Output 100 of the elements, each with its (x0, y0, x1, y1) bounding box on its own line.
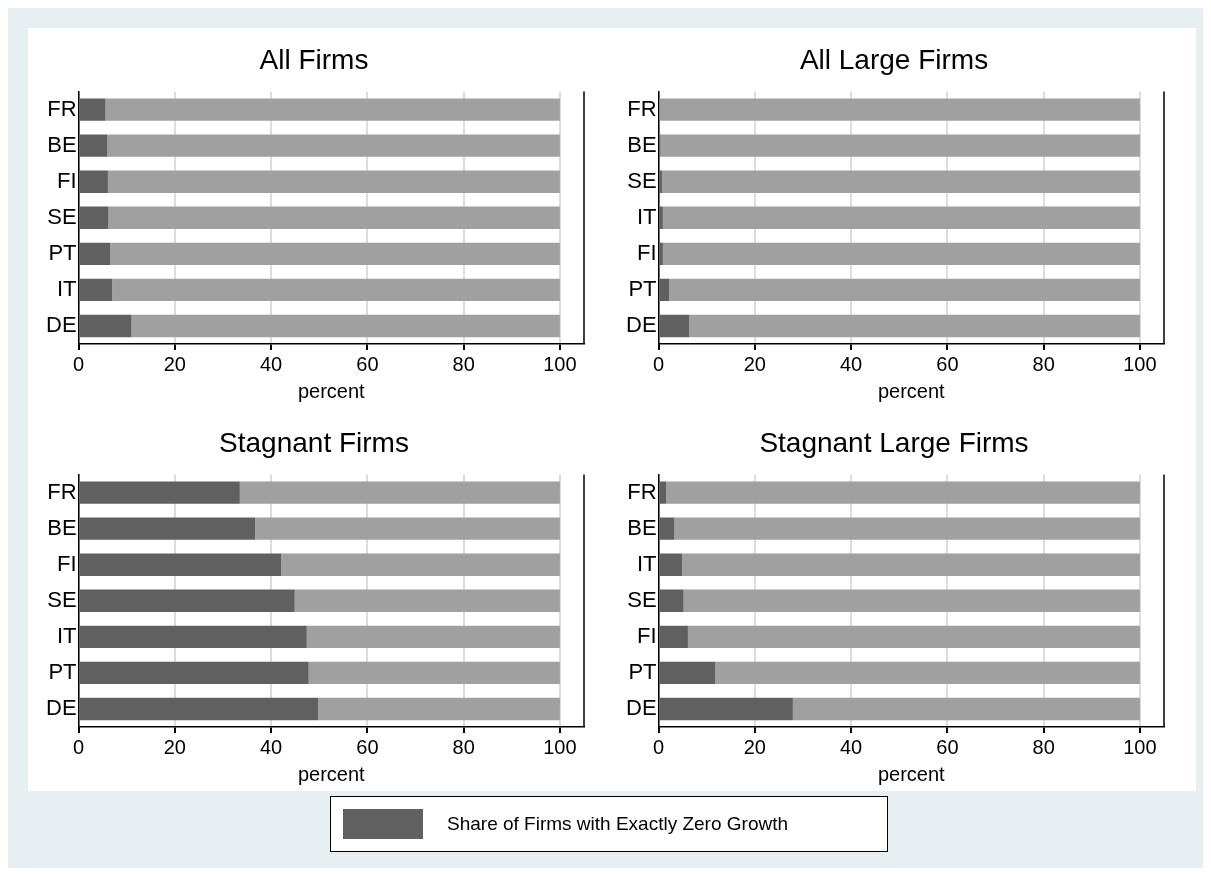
x-tick-label: 40 (839, 352, 863, 375)
bar (660, 134, 1140, 157)
y-tick-label: SE (627, 167, 657, 193)
y-tick-label: DE (46, 312, 77, 338)
bar (110, 242, 560, 266)
bar (112, 278, 560, 302)
x-tick-label: 60 (936, 735, 959, 758)
bar (79, 314, 132, 338)
bar (308, 661, 560, 684)
y-tick-label: BE (627, 131, 657, 157)
x-tick-label: 0 (653, 735, 665, 758)
bar (281, 553, 560, 576)
bar (689, 314, 1140, 338)
y-tick-label: BE (47, 514, 77, 540)
bar (105, 98, 560, 121)
y-tick-label: BE (47, 131, 77, 157)
chart-title: All Large Firms (799, 43, 989, 75)
x-tick-label: 20 (163, 352, 186, 375)
y-tick-label: DE (46, 694, 77, 720)
bar (659, 625, 688, 648)
bar (107, 134, 560, 157)
bar (108, 206, 560, 229)
x-axis-title: percent (877, 762, 946, 785)
bar (79, 206, 109, 229)
bar (79, 170, 108, 193)
bar (79, 625, 307, 648)
x-tick-label: 40 (259, 735, 283, 758)
bar (318, 697, 560, 720)
x-tick-label: 80 (1032, 735, 1055, 758)
bar (239, 480, 560, 504)
x-tick-label: 80 (1032, 352, 1055, 375)
chart-title: Stagnant Firms (219, 426, 409, 458)
bar (659, 589, 684, 612)
bar (79, 553, 282, 576)
bar (294, 589, 560, 612)
x-tick-label: 20 (163, 735, 186, 758)
bar (683, 589, 1140, 612)
x-axis-title: percent (297, 379, 366, 402)
y-tick-label: FI (637, 239, 657, 265)
bar (674, 517, 1140, 540)
chart-title: Stagnant Large Firms (759, 426, 1029, 458)
x-tick-label: 80 (452, 735, 475, 758)
bar (79, 98, 106, 121)
x-tick-label: 80 (452, 352, 475, 375)
x-tick-label: 40 (839, 735, 863, 758)
bar (79, 134, 108, 157)
y-tick-label: DE (626, 312, 657, 338)
bar (659, 98, 1140, 121)
x-axis-title: percent (877, 379, 946, 402)
bar (79, 242, 111, 266)
y-tick-label: FR (627, 95, 657, 121)
bar (79, 589, 295, 612)
bar (306, 625, 560, 648)
x-tick-label: 0 (73, 735, 85, 758)
bar (661, 170, 1140, 193)
bar (107, 170, 560, 193)
y-tick-label: SE (47, 203, 77, 229)
y-tick-label: FR (47, 95, 77, 121)
bar (659, 697, 793, 720)
y-tick-label: FR (47, 478, 77, 504)
y-tick-label: BE (627, 514, 657, 540)
bar (659, 553, 683, 576)
bar (659, 517, 675, 540)
x-tick-label: 60 (356, 735, 379, 758)
bar (131, 314, 560, 338)
y-tick-label: SE (47, 586, 77, 612)
y-tick-label: SE (627, 586, 657, 612)
x-tick-label: 100 (1123, 735, 1157, 758)
bar (659, 314, 690, 338)
y-tick-label: IT (637, 550, 657, 576)
bar (659, 480, 667, 504)
bar (79, 480, 240, 504)
x-axis-title: percent (297, 762, 366, 785)
x-tick-label: 0 (73, 352, 85, 375)
bar (687, 625, 1140, 648)
x-tick-label: 20 (743, 735, 766, 758)
y-tick-label: FI (57, 550, 77, 576)
x-tick-label: 60 (356, 352, 379, 375)
legend-label: Share of Firms with Exactly Zero Growth (447, 813, 789, 835)
x-tick-label: 60 (936, 352, 959, 375)
x-tick-label: 40 (259, 352, 283, 375)
bar (792, 697, 1140, 720)
bar (662, 206, 1140, 229)
bar (79, 697, 319, 720)
y-tick-label: FI (637, 622, 657, 648)
x-tick-label: 100 (1123, 352, 1157, 375)
y-tick-label: PT (628, 658, 657, 684)
x-tick-label: 0 (653, 352, 665, 375)
x-tick-label: 100 (543, 352, 577, 375)
y-tick-label: IT (57, 622, 77, 648)
x-tick-label: 100 (543, 735, 577, 758)
bar (662, 242, 1140, 266)
bar (669, 278, 1140, 302)
y-tick-label: DE (626, 694, 657, 720)
y-tick-label: IT (637, 203, 657, 229)
bar (79, 278, 113, 302)
bar (659, 278, 670, 302)
x-tick-label: 20 (743, 352, 766, 375)
y-tick-label: PT (48, 239, 77, 265)
bar (255, 517, 560, 540)
